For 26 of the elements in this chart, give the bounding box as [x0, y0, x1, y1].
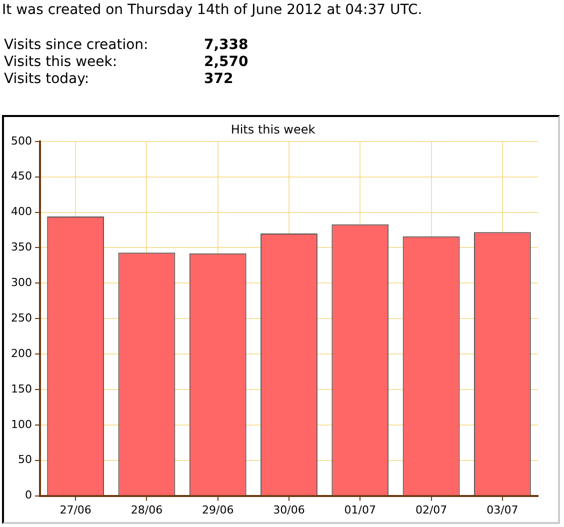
- y-tick-label: 500: [10, 134, 32, 148]
- text: Visits today:: [4, 71, 90, 87]
- text: 372: [204, 71, 234, 87]
- y-tick-label: 50: [18, 453, 32, 466]
- x-tick-label: 29/06: [202, 503, 234, 516]
- y-tick-label: 300: [10, 276, 32, 290]
- x-tick-label: 03/07: [486, 503, 518, 516]
- text: It was created on Thursday 14th of June 2012 at 04:37 UTC.: [2, 2, 422, 18]
- x-tick-label: 27/06: [60, 503, 92, 516]
- x-tick-label: 01/07: [344, 503, 376, 516]
- text: 2,570: [204, 54, 248, 70]
- y-tick-label: 200: [10, 346, 32, 360]
- y-tick-label: 100: [10, 418, 32, 431]
- y-tick-label: 350: [10, 240, 32, 254]
- x-tick-label: 02/07: [415, 503, 448, 516]
- y-tick-label: 400: [10, 205, 32, 218]
- y-tick-label: 250: [10, 311, 32, 324]
- y-tick-label: 150: [10, 382, 32, 396]
- text: Visits this week:: [4, 54, 118, 70]
- text: Visits since creation:: [4, 37, 150, 53]
- x-tick-label: 28/06: [130, 503, 163, 516]
- chart-title: Hits this week: [230, 122, 316, 136]
- text: 7,338: [204, 37, 248, 53]
- y-tick-label: 450: [10, 170, 32, 183]
- x-tick-label: 30/06: [273, 503, 305, 516]
- y-tick-label: 0: [24, 488, 32, 502]
